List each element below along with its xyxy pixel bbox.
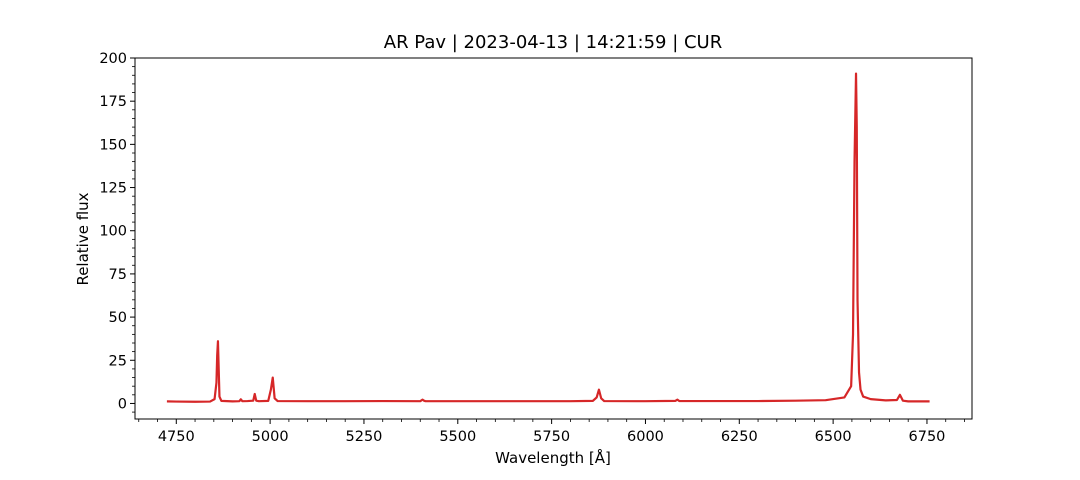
x-tick-label: 5750 [533,429,570,445]
x-tick-label: 6500 [815,429,852,445]
x-tick-label: 6750 [909,429,946,445]
y-axis-label: Relative flux [74,192,92,285]
x-tick-label: 5500 [439,429,476,445]
x-tick-label: 5250 [346,429,383,445]
y-tick-label: 100 [99,224,127,240]
x-tick-label: 5000 [252,429,289,445]
x-tick-label: 6250 [721,429,758,445]
y-tick-label: 0 [118,396,127,412]
x-tick-label: 6000 [627,429,664,445]
y-tick-label: 25 [109,353,127,369]
y-tick-label: 150 [99,137,127,153]
y-tick-label: 125 [99,181,127,197]
plot-frame [134,57,973,420]
y-tick-label: 175 [99,94,127,110]
spectrum-series-line [166,72,930,403]
y-tick-label: 75 [109,267,127,283]
chart-title: AR Pav | 2023-04-13 | 14:21:59 | CUR [384,32,723,53]
ticks-layer: 4750 5000 5250 5500 5750 6000 6250 6500 6750 0 25 5… [99,51,965,445]
y-tick-label: 200 [99,51,127,67]
y-tick-label: 50 [109,310,127,326]
x-tick-label: 4750 [158,429,195,445]
x-axis-label: Wavelength [Å] [495,448,611,467]
